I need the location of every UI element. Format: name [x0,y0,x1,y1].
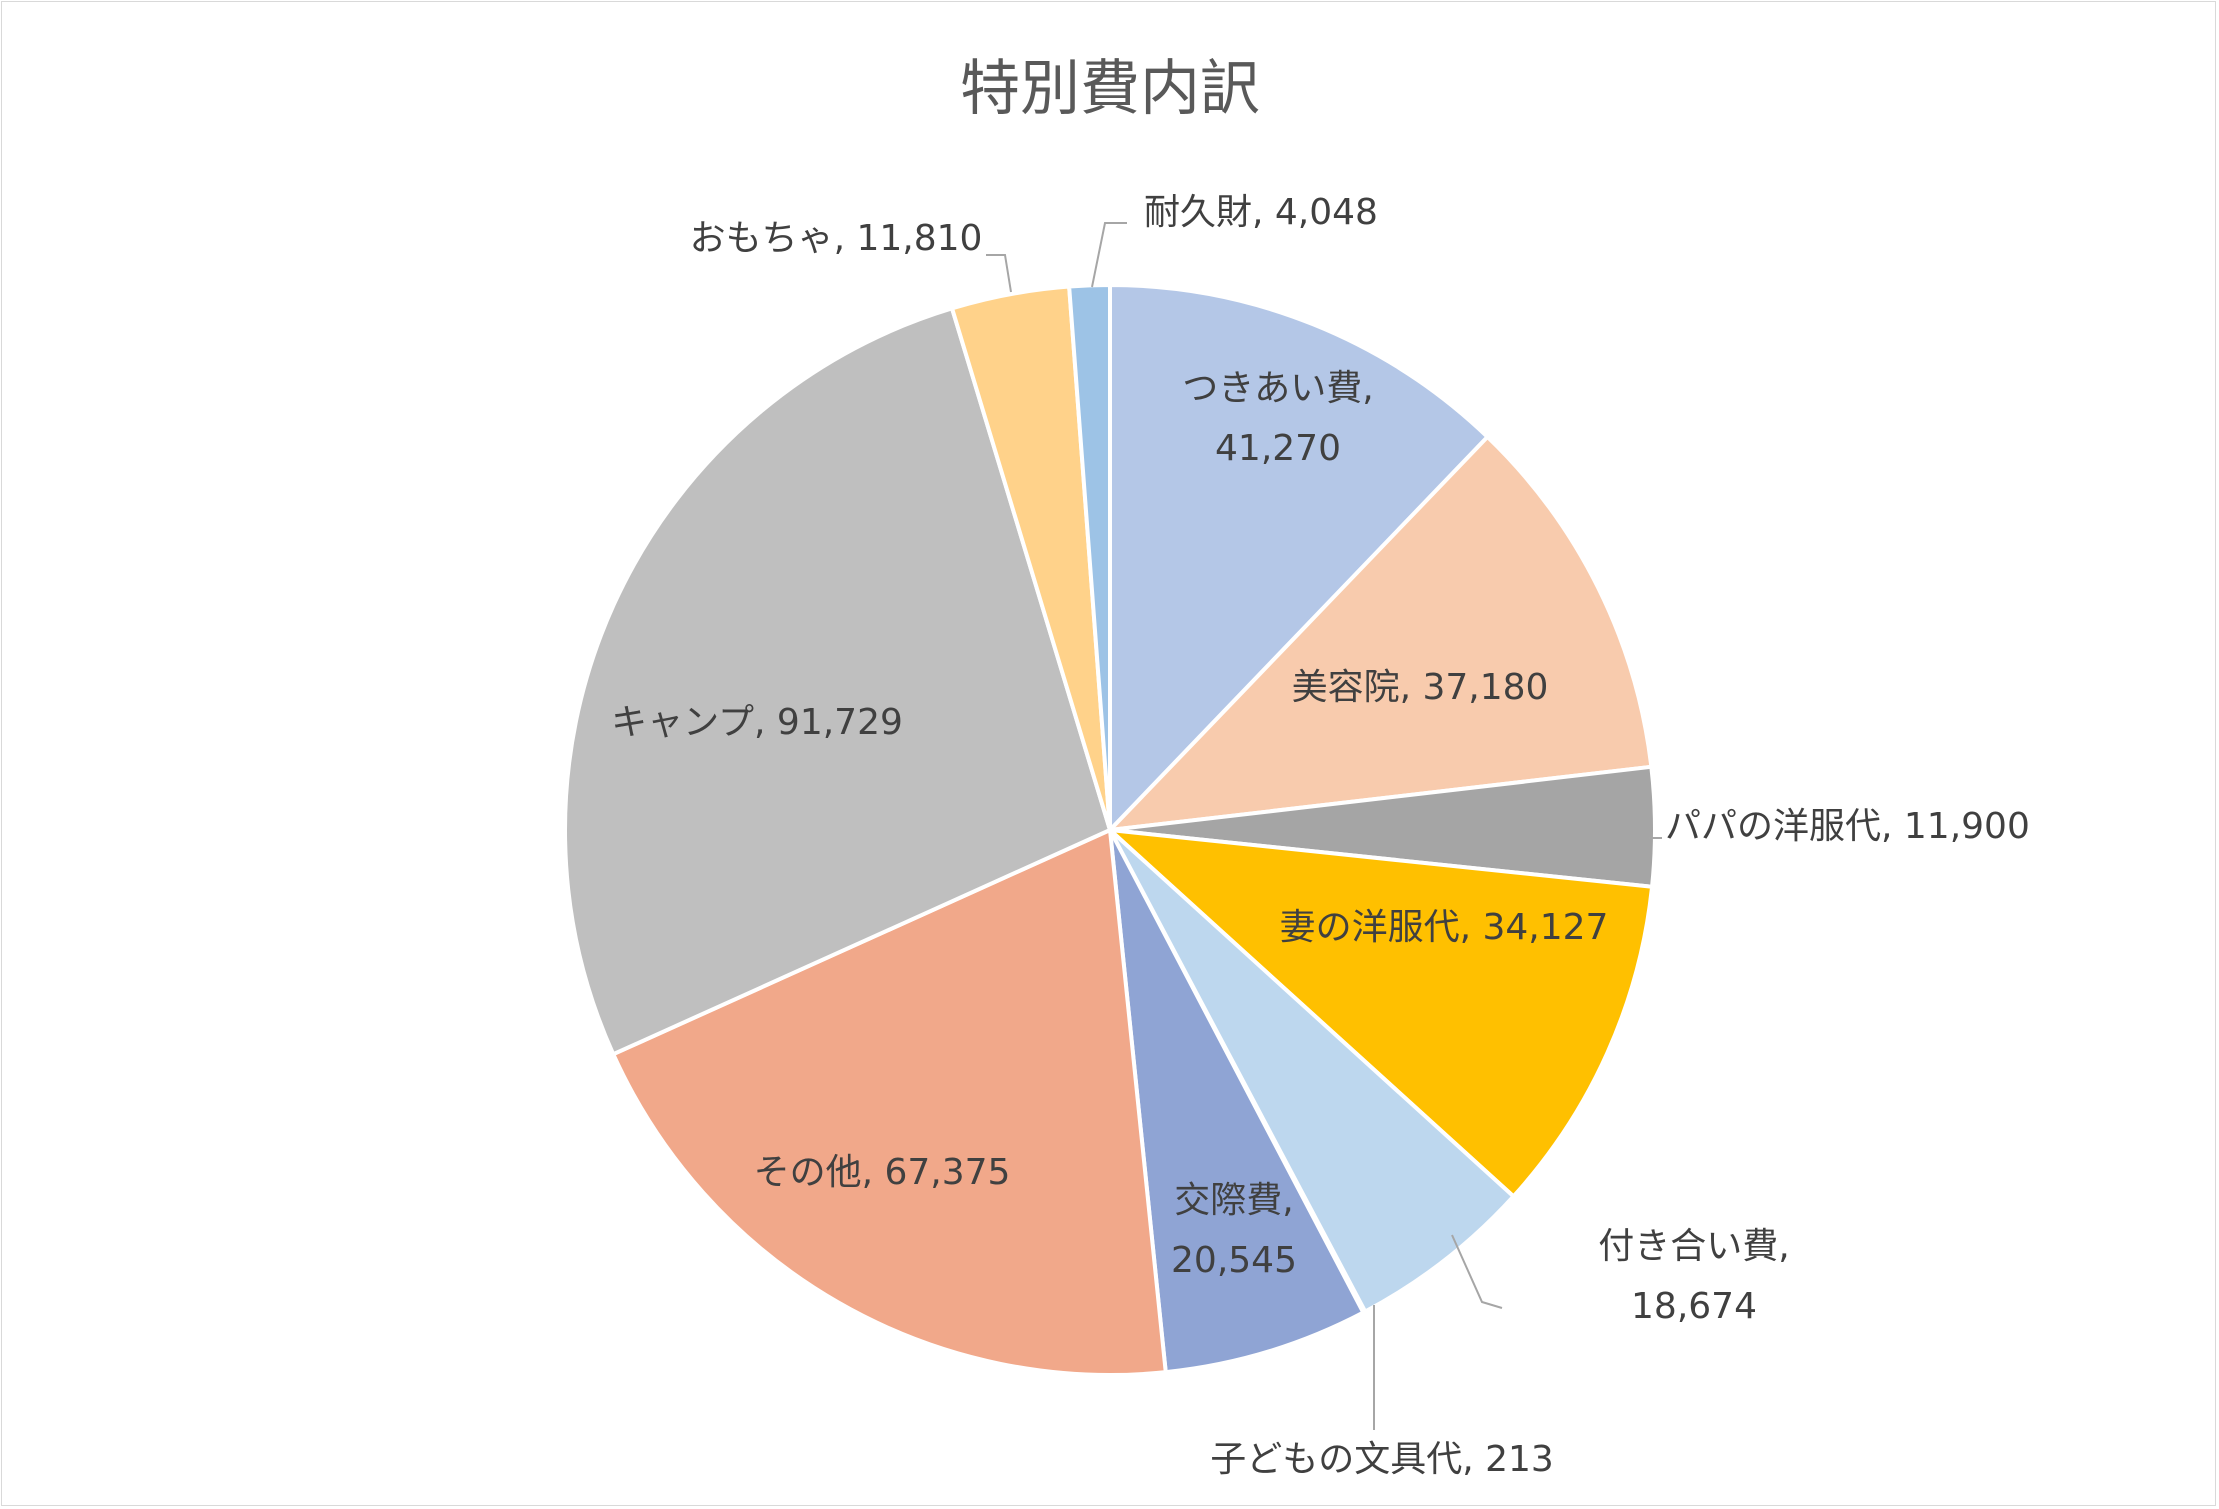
pie-slice-7 [1108,828,1366,1375]
slice-labels: つきあい費, 41,270 美容院, 37,180 パパの洋服代, 11,900 妻の洋… [611,192,2030,1480]
slice-label-11: 耐久財, 4,048 [1144,192,1378,233]
slice-label-4: 妻の洋服代, 34,127 [1280,907,1609,948]
leader-lines [986,222,1662,1430]
slice-label-2: 美容院, 37,180 [1292,667,1549,708]
pie-slice-4 [1108,828,1655,1199]
slice-label-6: 子どもの文具代, 213 [1210,1439,1554,1480]
slice-label-8: その他, 67,375 [754,1152,1011,1193]
pie-slice-8 [611,828,1168,1377]
slice-label-1: つきあい費, 41,270 [1182,368,1373,469]
pie-slice-9 [563,306,1112,1057]
slice-label-7: 交際費, 20,545 [1171,1180,1297,1281]
chart-title: 特別費内訳 [960,54,1260,124]
pie-slice-11 [1067,283,1112,832]
pie-slice-1 [1108,283,1490,832]
leader-line-10 [986,254,1012,293]
pie-slice-5 [1108,828,1516,1314]
slice-label-10: おもちゃ, 11,810 [690,218,983,259]
pie-slices [563,283,1657,1377]
slice-label-9: キャンプ, 91,729 [611,702,903,743]
slice-label-3: パパの洋服代, 11,900 [1665,806,2030,847]
slice-label-5: 付き合い費, 18,674 [1598,1226,1789,1327]
leader-line-11 [1091,222,1127,288]
pie-slice-2 [1108,434,1654,832]
leader-line-5 [1451,1234,1503,1309]
